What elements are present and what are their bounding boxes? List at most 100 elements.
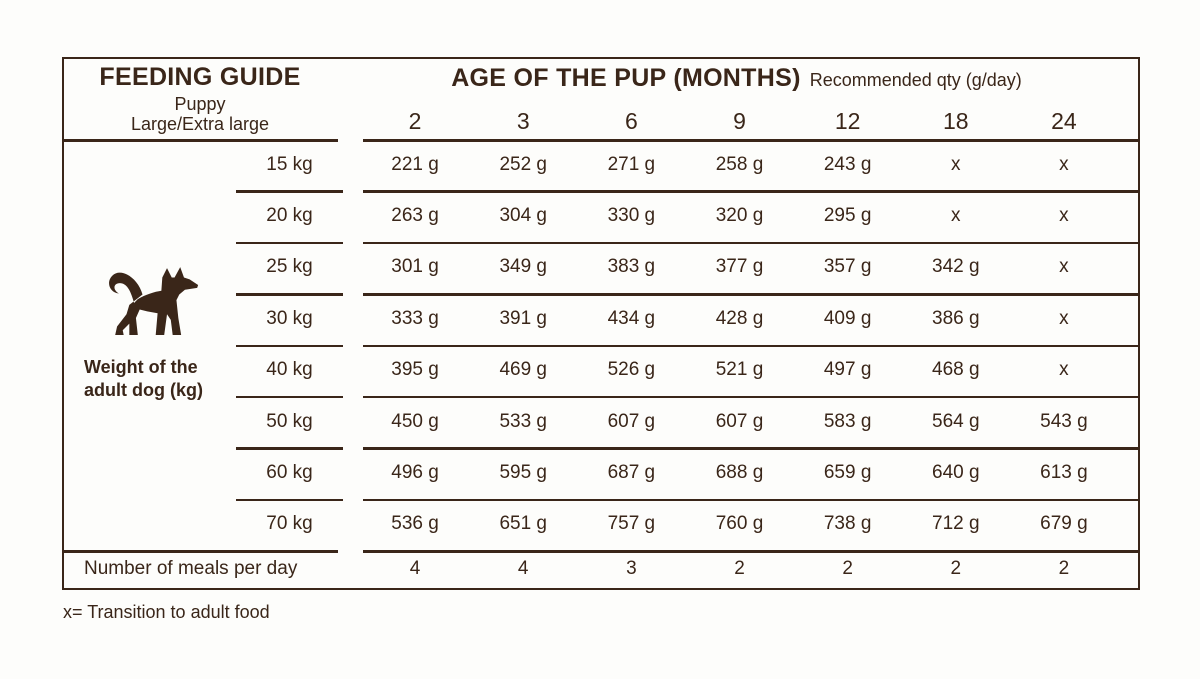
age-header: AGE OF THE PUP (MONTHS) Recommended qty … (363, 64, 1110, 93)
age-column-2: 2 (408, 108, 422, 134)
row-separator-data-3 (363, 293, 1140, 296)
weight-label-70-kg: 70 kg (266, 513, 313, 535)
row-separator-data-4 (363, 344, 1140, 347)
age-subtitle: Recommended qty (g/day) (809, 70, 1022, 90)
cell-40-kg-m9: 521 g (715, 359, 764, 381)
cell-50-kg-m18: 564 g (932, 410, 980, 432)
cell-20-kg-m18: x (951, 205, 961, 227)
age-column-18: 18 (942, 108, 969, 134)
meals-per-day-values: 4 4 3 2 2 2 2 (361, 550, 1118, 588)
cell-20-kg-m24: x (1059, 205, 1069, 227)
footnote: x= Transition to adult food (63, 602, 270, 622)
meals-m12: 2 (842, 558, 853, 579)
cell-25-kg-m18: 342 g (932, 256, 980, 278)
meals-separator-right (363, 550, 1140, 553)
cell-70-kg-m18: 712 g (932, 513, 980, 535)
cell-40-kg-m6: 526 g (607, 359, 656, 381)
table-row-values-30-kg: 333 g 391 g 434 g 428 g 409 g 386 g x (361, 293, 1118, 344)
age-title: AGE OF THE PUP (MONTHS) (451, 64, 801, 92)
age-column-24: 24 (1051, 108, 1077, 134)
cell-50-kg-m2: 450 g (391, 410, 439, 432)
table-row-values-60-kg: 496 g 595 g 687 g 688 g 659 g 640 g 613 g (361, 447, 1118, 498)
product-line: Puppy (174, 94, 226, 114)
meals-m2: 4 (409, 558, 421, 579)
cell-60-kg-m2: 496 g (391, 461, 439, 483)
weight-label-50-kg: 50 kg (266, 410, 313, 432)
cell-60-kg-m6: 687 g (607, 461, 656, 483)
meals-separator-left (62, 550, 338, 553)
cell-15-kg-m6: 271 g (607, 153, 656, 175)
weight-label-60-kg: 60 kg (266, 461, 313, 483)
table-row-values-25-kg: 301 g 349 g 383 g 377 g 357 g 342 g x (361, 242, 1118, 293)
cell-15-kg-m18: x (951, 153, 961, 175)
cell-15-kg-m2: 221 g (391, 153, 439, 175)
weight-label-20-kg: 20 kg (266, 205, 313, 227)
cell-20-kg-m3: 304 g (499, 205, 547, 227)
product-size: Large/Extra large (130, 114, 270, 135)
cell-15-kg-m12: 243 g (823, 153, 872, 175)
cell-40-kg-m18: 468 g (932, 359, 980, 381)
cell-70-kg-m3: 651 g (499, 513, 547, 535)
page-title: FEEDING GUIDE (99, 63, 301, 91)
cell-70-kg-m2: 536 g (391, 513, 439, 535)
cell-50-kg-m12: 583 g (823, 410, 872, 432)
table-outer-border (62, 57, 1140, 590)
weight-axis-caption: Weight of the adult dog (kg) (84, 356, 203, 402)
cell-15-kg-m24: x (1059, 153, 1069, 175)
cell-60-kg-m3: 595 g (499, 461, 547, 483)
cell-20-kg-m9: 320 g (715, 205, 764, 227)
cell-25-kg-m9: 377 g (715, 256, 764, 278)
row-separator-data-1 (363, 190, 1140, 193)
meals-m24: 2 (1058, 558, 1070, 579)
cell-30-kg-m24: x (1059, 307, 1069, 329)
cell-40-kg-m12: 497 g (823, 359, 872, 381)
header-separator-left (62, 139, 338, 142)
row-separator-data-7 (363, 498, 1140, 502)
row-separator-data-5 (363, 395, 1140, 399)
age-column-6: 6 (624, 108, 638, 134)
table-row-values-20-kg: 263 g 304 g 330 g 320 g 295 g x x (361, 190, 1118, 241)
cell-20-kg-m6: 330 g (607, 205, 656, 227)
cell-50-kg-m3: 533 g (499, 410, 547, 432)
cell-60-kg-m18: 640 g (932, 461, 980, 483)
cell-30-kg-m3: 391 g (499, 307, 547, 329)
cell-30-kg-m2: 333 g (391, 307, 439, 329)
weight-caption-line1: Weight of the (84, 357, 198, 377)
cell-15-kg-m3: 252 g (499, 153, 547, 175)
cell-60-kg-m12: 659 g (823, 461, 872, 483)
cell-60-kg-m9: 688 g (715, 461, 764, 483)
weight-label-30-kg: 30 kg (266, 307, 313, 329)
cell-25-kg-m24: x (1059, 256, 1069, 278)
weight-label-15-kg: 15 kg (266, 153, 313, 175)
age-columns: 2 3 6 9 12 18 24 (361, 94, 1118, 138)
weight-label-25-kg: 25 kg (266, 256, 313, 278)
meals-m9: 2 (734, 558, 745, 579)
cell-30-kg-m12: 409 g (823, 307, 872, 329)
cell-25-kg-m6: 383 g (607, 256, 656, 278)
meals-per-day-label: Number of meals per day (84, 558, 298, 579)
table-row-values-15-kg: 221 g 252 g 271 g 258 g 243 g x x (361, 139, 1118, 190)
row-separator-label-5 (236, 395, 343, 399)
cell-15-kg-m9: 258 g (715, 153, 764, 175)
cell-70-kg-m24: 679 g (1040, 513, 1088, 535)
row-separator-label-7 (236, 498, 343, 502)
meals-m3: 4 (517, 558, 529, 579)
weight-caption-line2: adult dog (kg) (84, 380, 203, 400)
cell-25-kg-m12: 357 g (823, 256, 872, 278)
row-separator-label-3 (236, 293, 343, 296)
table-row-values-50-kg: 450 g 533 g 607 g 607 g 583 g 564 g 543 g (361, 396, 1118, 447)
table-row-values-40-kg: 395 g 469 g 526 g 521 g 497 g 468 g x (361, 345, 1118, 396)
meals-m6: 3 (626, 558, 637, 579)
weight-label-40-kg: 40 kg (266, 359, 313, 381)
cell-40-kg-m24: x (1059, 359, 1069, 381)
age-column-9: 9 (733, 108, 746, 134)
cell-25-kg-m2: 301 g (391, 256, 439, 278)
cell-20-kg-m12: 295 g (823, 205, 872, 227)
dog-silhouette-icon (102, 265, 200, 343)
row-separator-label-2 (236, 241, 343, 245)
header-separator-right (363, 139, 1140, 142)
row-separator-data-6 (363, 447, 1140, 450)
cell-40-kg-m3: 469 g (499, 359, 547, 381)
cell-40-kg-m2: 395 g (391, 359, 439, 381)
